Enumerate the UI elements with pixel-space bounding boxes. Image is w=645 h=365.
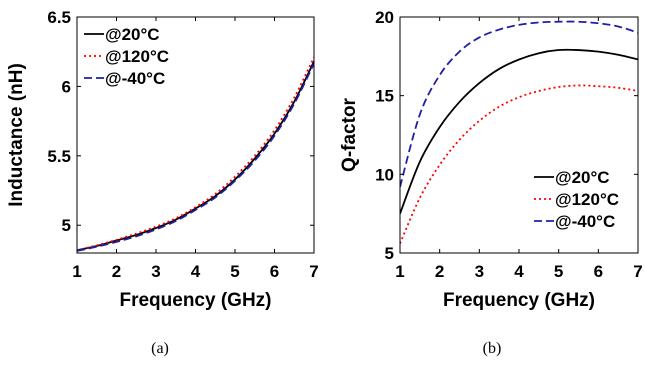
y-tick-label: 5 [62, 216, 71, 235]
legend-label: @-40°C [555, 212, 615, 231]
x-tick-label: 2 [435, 262, 444, 281]
panel-caption: (b) [483, 340, 502, 357]
x-tick-label: 4 [191, 262, 201, 281]
panel-a: 1 2 3 4 5 6 7 5 5.5 6 6.5 Frequency (GHz) Inductance… [6, 8, 319, 357]
legend-label: @20°C [105, 25, 160, 44]
series-group [400, 20, 638, 244]
x-axis-label: Frequency (GHz) [119, 290, 271, 311]
series-group [77, 56, 314, 252]
x-tick-label: 6 [270, 262, 279, 281]
series-line-1 [400, 48, 638, 214]
y-tick-label: 20 [375, 8, 394, 27]
y-tick-label: 6.5 [47, 8, 71, 27]
y-tick-label: 10 [375, 165, 394, 184]
x-tick-label: 1 [395, 262, 404, 281]
x-tick-label: 1 [72, 262, 81, 281]
x-tick-label: 5 [554, 262, 563, 281]
x-tick-label: 4 [514, 262, 524, 281]
y-tick-label: 15 [375, 87, 394, 106]
series-line-2 [77, 56, 314, 252]
legend-label: @20°C [555, 168, 610, 187]
x-tick-label: 2 [112, 262, 121, 281]
y-tick-label: 5 [385, 244, 394, 263]
series-line-3 [400, 20, 638, 188]
series-line-1 [77, 61, 314, 252]
y-tick-label: 6 [62, 77, 71, 96]
legend-label: @-40°C [105, 69, 165, 88]
y-axis-label: Inductance (nH) [6, 63, 27, 207]
x-tick-label: 7 [309, 262, 318, 281]
x-tick-label: 6 [594, 262, 603, 281]
panel-caption: (a) [151, 340, 169, 357]
y-axis-label: Q-factor [339, 97, 360, 172]
legend-label: @120°C [105, 47, 169, 66]
x-tick-label: 3 [475, 262, 484, 281]
series-line-3 [77, 63, 314, 252]
x-tick-label: 5 [230, 262, 239, 281]
panel-b: 1 2 3 4 5 6 7 5 10 15 20 Frequency (GHz) Q-factor @20… [339, 8, 643, 357]
x-tick-label: 3 [151, 262, 160, 281]
x-axis-label: Frequency (GHz) [443, 290, 595, 311]
legend-label: @120°C [555, 190, 619, 209]
y-tick-label: 5.5 [47, 147, 71, 166]
x-tick-label: 7 [633, 262, 642, 281]
